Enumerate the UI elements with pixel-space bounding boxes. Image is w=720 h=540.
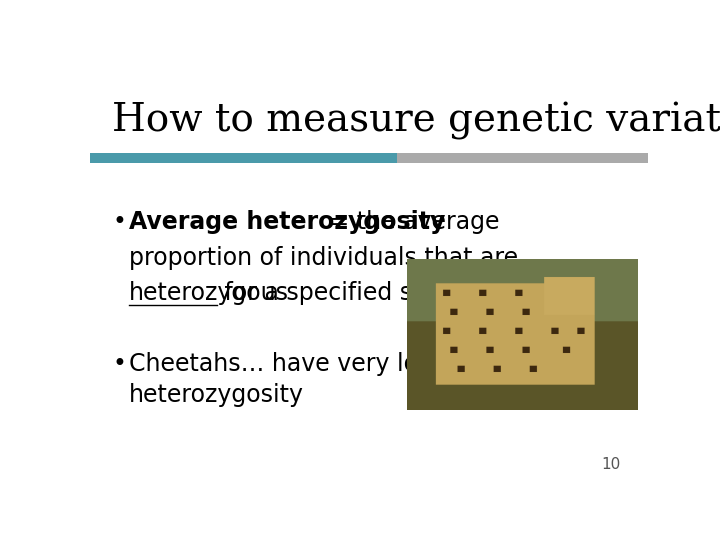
FancyBboxPatch shape xyxy=(397,153,648,163)
Text: Average heterozygosity: Average heterozygosity xyxy=(129,210,446,234)
Text: proportion of individuals that are: proportion of individuals that are xyxy=(129,246,518,269)
Text: How to measure genetic variation: How to measure genetic variation xyxy=(112,102,720,140)
Text: 10: 10 xyxy=(601,457,620,472)
Text: = the average: = the average xyxy=(322,210,499,234)
Text: Cheetahs… have very low average
heterozygosity: Cheetahs… have very low average heterozy… xyxy=(129,352,541,407)
Text: •: • xyxy=(112,210,126,234)
Text: heterozygous: heterozygous xyxy=(129,281,289,305)
FancyBboxPatch shape xyxy=(90,153,397,163)
Text: for a specified set of loci: for a specified set of loci xyxy=(217,281,514,305)
Text: •: • xyxy=(112,352,126,376)
